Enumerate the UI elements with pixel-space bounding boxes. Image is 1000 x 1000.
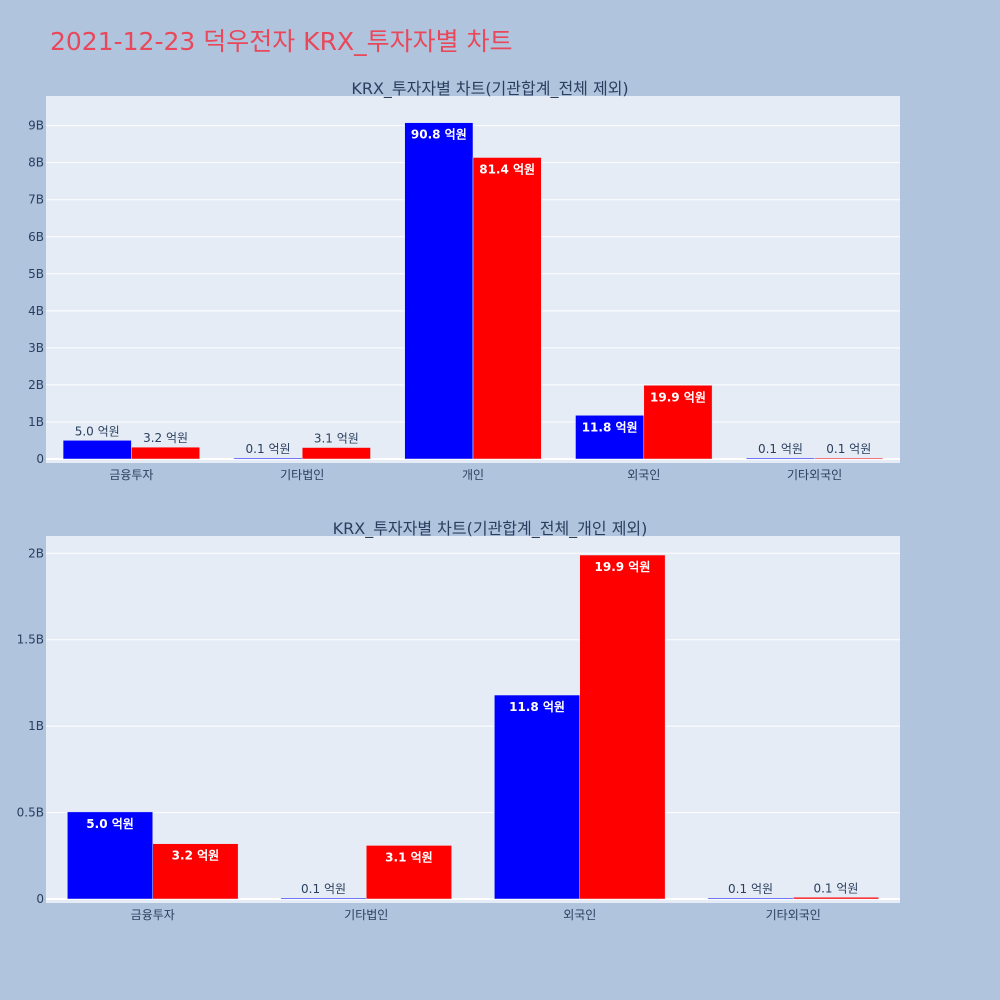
bar bbox=[301, 447, 371, 460]
data-label: 0.1 억원 bbox=[301, 882, 346, 896]
y-tick-label: 6B bbox=[28, 230, 44, 244]
data-label: 81.4 억원 bbox=[479, 162, 535, 176]
y-tick-label: 0 bbox=[36, 452, 44, 466]
data-label: 0.1 억원 bbox=[246, 442, 291, 456]
bar bbox=[746, 457, 815, 460]
data-label: 19.9 억원 bbox=[650, 390, 706, 404]
data-label: 3.2 억원 bbox=[172, 849, 220, 863]
data-label: 3.1 억원 bbox=[385, 850, 433, 864]
bar bbox=[404, 122, 474, 460]
page-title: 2021-12-23 덕우전자 KRX_투자자별 차트 bbox=[50, 27, 513, 56]
data-label: 5.0 억원 bbox=[75, 424, 120, 438]
data-label: 19.9 억원 bbox=[595, 560, 651, 574]
data-label: 0.1 억원 bbox=[728, 882, 773, 896]
y-tick-label: 0 bbox=[36, 892, 44, 906]
bar bbox=[793, 897, 879, 900]
investor-chart-excl-individual: KRX_투자자별 차트(기관합계_전체_개인 제외) 0 0.5B 1B 1.5B 2B 5… bbox=[17, 519, 900, 922]
y-tick-label: 1B bbox=[28, 415, 44, 429]
bar bbox=[366, 845, 452, 900]
plot-area bbox=[46, 536, 900, 903]
x-tick-label: 금융투자 bbox=[109, 468, 153, 482]
bar bbox=[707, 897, 794, 900]
bar bbox=[233, 457, 303, 460]
y-tick-label: 9B bbox=[28, 119, 44, 133]
x-tick-label: 개인 bbox=[462, 468, 484, 482]
chart-title: KRX_투자자별 차트(기관합계_전체_개인 제외) bbox=[333, 519, 648, 539]
bar bbox=[472, 157, 542, 460]
chart-title: KRX_투자자별 차트(기관합계_전체 제외) bbox=[351, 79, 628, 99]
x-tick-label: 기타법인 bbox=[280, 468, 324, 482]
bar bbox=[579, 554, 666, 900]
bar bbox=[67, 811, 153, 900]
y-tick-label: 8B bbox=[28, 156, 44, 170]
bar bbox=[575, 415, 645, 460]
bar bbox=[280, 897, 367, 900]
y-tick-label: 0.5B bbox=[17, 806, 44, 820]
y-tick-label: 3B bbox=[28, 341, 44, 355]
y-tick-label: 2B bbox=[28, 546, 44, 560]
bar bbox=[152, 843, 239, 900]
x-tick-label: 금융투자 bbox=[131, 908, 175, 922]
bar bbox=[494, 694, 581, 900]
y-tick-label: 7B bbox=[28, 193, 44, 207]
data-label: 11.8 억원 bbox=[582, 420, 638, 434]
bar bbox=[643, 385, 713, 460]
data-label: 3.2 억원 bbox=[143, 431, 188, 445]
x-tick-label: 외국인 bbox=[563, 908, 596, 922]
investor-chart-all: KRX_투자자별 차트(기관합계_전체 제외) 0 1B 2B 3B 4B 5B 6B 7B 8B… bbox=[28, 79, 900, 482]
data-label: 0.1 억원 bbox=[813, 881, 858, 895]
x-tick-label: 외국인 bbox=[627, 468, 660, 482]
y-tick-label: 1.5B bbox=[17, 633, 44, 647]
x-tick-label: 기타법인 bbox=[344, 908, 388, 922]
bar bbox=[62, 440, 132, 460]
data-label: 0.1 억원 bbox=[826, 442, 871, 456]
x-tick-label: 기타외국인 bbox=[766, 908, 821, 922]
y-tick-label: 2B bbox=[28, 378, 44, 392]
bar bbox=[814, 457, 884, 460]
data-label: 3.1 억원 bbox=[314, 432, 359, 446]
y-tick-label: 4B bbox=[28, 304, 44, 318]
y-tick-label: 5B bbox=[28, 267, 44, 281]
x-tick-label: 기타외국인 bbox=[787, 468, 842, 482]
y-tick-label: 1B bbox=[28, 719, 44, 733]
data-label: 11.8 억원 bbox=[509, 700, 565, 714]
data-label: 0.1 억원 bbox=[758, 442, 803, 456]
bar bbox=[131, 446, 200, 460]
data-label: 5.0 억원 bbox=[86, 817, 134, 831]
data-label: 90.8 억원 bbox=[411, 128, 467, 142]
